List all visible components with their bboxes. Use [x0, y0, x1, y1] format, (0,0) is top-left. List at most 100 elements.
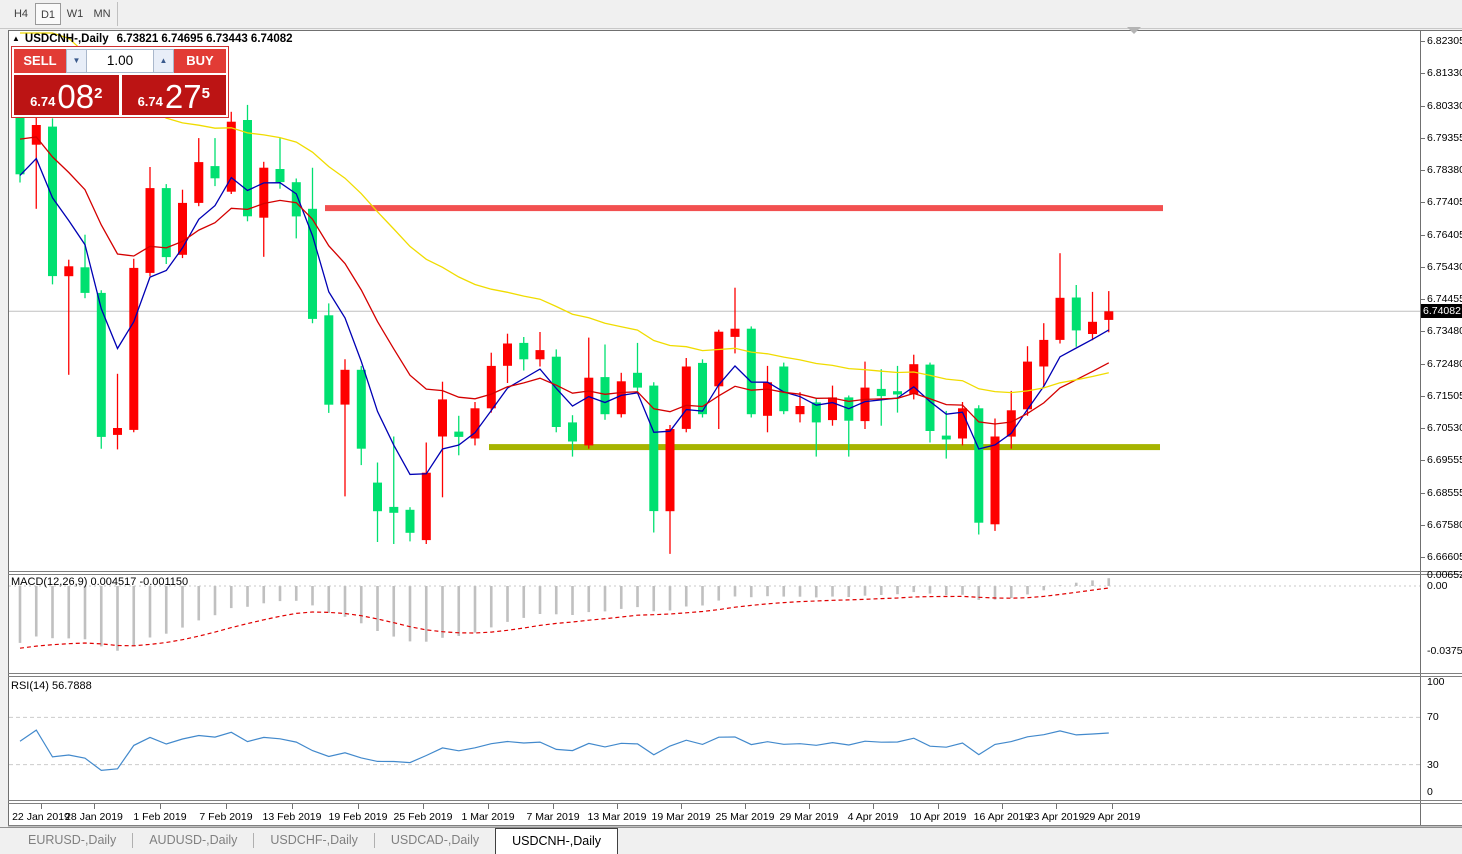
date-tick-label: 29 Apr 2019	[1083, 811, 1141, 823]
timeframe-button-mn[interactable]: MN	[93, 8, 111, 20]
price-tick	[1421, 170, 1425, 171]
macd-signal-line	[19, 587, 1109, 649]
price-tick-label: 6.71505	[1427, 390, 1462, 402]
panel-separator	[8, 803, 1462, 804]
date-tick	[553, 804, 554, 809]
sell-price-big: 08	[57, 78, 95, 115]
rsi-label: RSI(14) 56.7888	[11, 680, 92, 692]
volume-decrease-button[interactable]: ▼	[66, 49, 87, 73]
date-tick-label: 28 Jan 2019	[65, 811, 123, 823]
price-tick-label: 6.68555	[1427, 487, 1462, 499]
price-tick-label: 6.74455	[1427, 293, 1462, 305]
price-tick	[1421, 557, 1425, 558]
buy-button[interactable]: BUY	[174, 49, 226, 73]
support-line	[489, 444, 1160, 451]
price-tick	[1421, 364, 1425, 365]
symbol-tab-usdcnh[interactable]: USDCNH-,Daily	[495, 828, 619, 854]
date-tick	[617, 804, 618, 809]
date-tick-label: 7 Feb 2019	[199, 811, 253, 823]
price-tick	[1421, 331, 1425, 332]
panel-separator[interactable]	[8, 676, 1462, 677]
date-tick	[41, 804, 42, 809]
date-tick	[938, 804, 939, 809]
price-tick-label: 6.76405	[1427, 229, 1462, 241]
collapse-panel-icon[interactable]: ▲	[12, 34, 20, 43]
date-tick-label: 19 Mar 2019	[651, 811, 711, 823]
date-tick	[1056, 804, 1057, 809]
current-price-badge: 6.74082	[1421, 304, 1462, 318]
date-tick	[1112, 804, 1113, 809]
panel-separator	[8, 800, 1462, 801]
buy-price-button[interactable]: 6.74 27 5	[121, 75, 226, 115]
price-tick	[1421, 525, 1425, 526]
macd-histogram	[18, 578, 1111, 651]
timeframe-button-d1[interactable]: D1	[35, 3, 61, 25]
date-tick-label: 13 Feb 2019	[262, 811, 322, 823]
trade-panel-price-row: 6.74 08 2 6.74 27 5	[14, 75, 226, 115]
rsi-line	[19, 729, 1109, 772]
ma-13-line	[19, 136, 1110, 425]
toolbar-divider	[117, 2, 118, 26]
price-tick	[1421, 428, 1425, 429]
price-tick	[1421, 202, 1425, 203]
price-tick-label: 6.75430	[1427, 261, 1462, 273]
date-tick	[681, 804, 682, 809]
price-tick	[1421, 235, 1425, 236]
rsi-scale-label: 0	[1427, 786, 1433, 798]
buy-price-sup: 5	[201, 85, 210, 102]
price-tick	[1421, 299, 1425, 300]
timeframe-button-w1[interactable]: W1	[66, 8, 84, 20]
ma-5-line	[19, 157, 1110, 476]
date-tick-label: 29 Mar 2019	[779, 811, 839, 823]
date-tick-label: 10 Apr 2019	[909, 811, 967, 823]
symbol-tab-eurusd[interactable]: EURUSD-,Daily	[28, 833, 117, 847]
date-tick	[873, 804, 874, 809]
price-tick-label: 6.69555	[1427, 454, 1462, 466]
price-tick-label: 6.67580	[1427, 519, 1462, 531]
date-tick-label: 25 Mar 2019	[715, 811, 775, 823]
price-tick-label: 6.72480	[1427, 358, 1462, 370]
resistance-line	[325, 205, 1163, 212]
symbol-tab-usdcad[interactable]: USDCAD-,Daily	[390, 833, 480, 847]
date-tick-label: 7 Mar 2019	[526, 811, 580, 823]
symbol-tab-audusd[interactable]: AUDUSD-,Daily	[149, 833, 238, 847]
price-tick-label: 6.78380	[1427, 164, 1462, 176]
price-tick	[1421, 41, 1425, 42]
macd-scale-label: 0.006522	[1427, 569, 1462, 581]
candle-bodies	[15, 113, 1114, 541]
price-tick	[1421, 267, 1425, 268]
sell-button[interactable]: SELL	[14, 49, 66, 73]
macd-scale-label: -0.03757	[1427, 645, 1462, 657]
price-tick-label: 6.70530	[1427, 422, 1462, 434]
panel-separator[interactable]	[8, 574, 1462, 575]
buy-price-small: 6.74	[137, 94, 163, 109]
volume-input[interactable]: 1.00	[87, 49, 153, 73]
sell-price-button[interactable]: 6.74 08 2	[14, 75, 119, 115]
price-tick	[1421, 138, 1425, 139]
price-tick	[1421, 396, 1425, 397]
scroll-to-end-marker[interactable]	[1127, 27, 1141, 34]
date-tick-label: 25 Feb 2019	[393, 811, 453, 823]
date-tick	[292, 804, 293, 809]
tab-separator	[132, 833, 134, 848]
date-tick-label: 13 Mar 2019	[587, 811, 647, 823]
timeframe-button-h4[interactable]: H4	[13, 8, 29, 20]
macd-label: MACD(12,26,9) 0.004517 -0.001150	[11, 576, 189, 588]
price-tick	[1421, 73, 1425, 74]
buy-price-big: 27	[164, 78, 202, 115]
panel-separator[interactable]	[8, 571, 1462, 572]
timeframe-toolbar: H4 D1 W1 MN	[0, 0, 1462, 29]
date-tick	[160, 804, 161, 809]
tab-separator	[373, 833, 375, 848]
price-tick	[1421, 493, 1425, 494]
price-tick-label: 6.81330	[1427, 67, 1462, 79]
price-tick	[1421, 106, 1425, 107]
date-tick-label: 19 Feb 2019	[328, 811, 388, 823]
price-tick-label: 6.73480	[1427, 325, 1462, 337]
date-tick	[488, 804, 489, 809]
symbol-tab-usdchf[interactable]: USDCHF-,Daily	[270, 833, 358, 847]
rsi-scale-label: 100	[1427, 676, 1445, 688]
ma-34-line	[20, 32, 1109, 394]
panel-separator[interactable]	[8, 673, 1462, 674]
volume-increase-button[interactable]: ▲	[153, 49, 174, 73]
